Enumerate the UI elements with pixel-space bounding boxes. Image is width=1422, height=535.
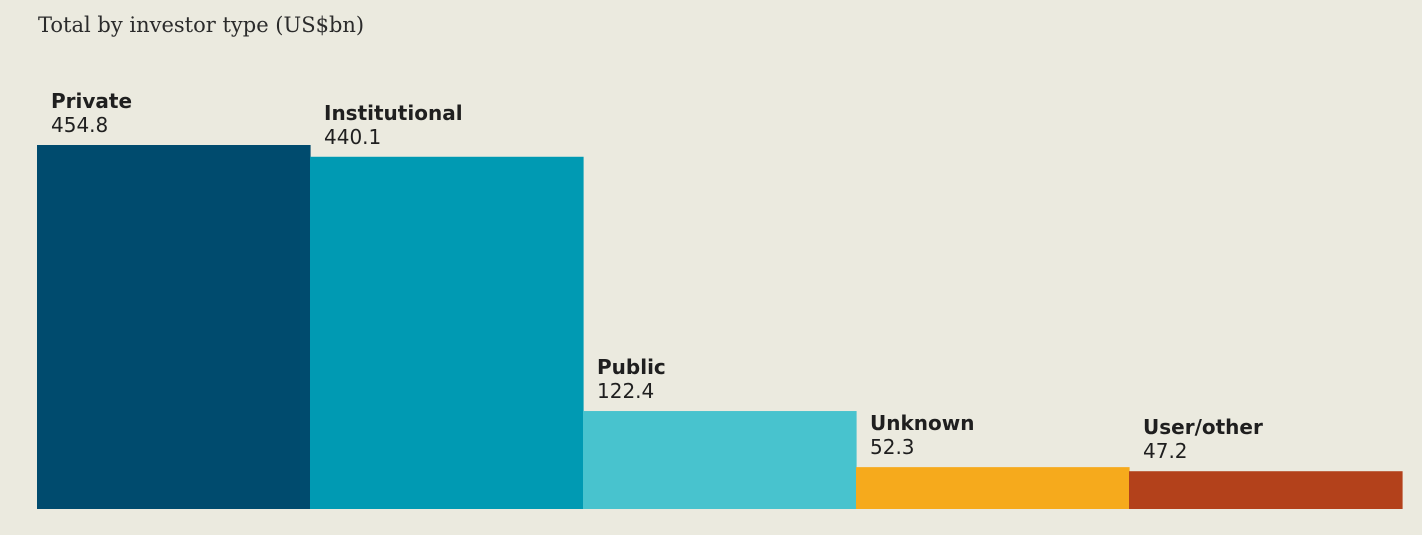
bar-user-other (1129, 471, 1403, 509)
category-label-user-other: User/other (1143, 415, 1263, 439)
category-label-institutional: Institutional (324, 101, 463, 125)
value-label-unknown: 52.3 (870, 435, 915, 459)
category-label-unknown: Unknown (870, 411, 974, 435)
value-label-private: 454.8 (51, 113, 108, 137)
bar-public (583, 411, 857, 509)
bar-private (37, 145, 311, 509)
value-label-institutional: 440.1 (324, 125, 381, 149)
value-label-public: 122.4 (597, 379, 654, 403)
category-label-private: Private (51, 89, 132, 113)
value-label-user-other: 47.2 (1143, 439, 1188, 463)
category-label-public: Public (597, 355, 666, 379)
bar-institutional (310, 156, 584, 509)
bar-unknown (856, 467, 1130, 509)
chart-title: Total by investor type (US$bn) (38, 13, 365, 37)
